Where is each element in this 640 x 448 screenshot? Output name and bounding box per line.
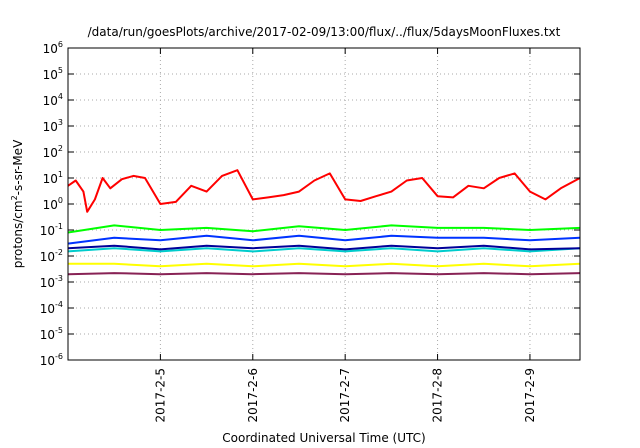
y-tick-base: 10 — [40, 224, 55, 238]
series-line — [67, 272, 581, 276]
y-tick-label: 100 — [43, 196, 63, 212]
y-tick-base: 10 — [40, 250, 55, 264]
y-tick-label: 10-5 — [40, 326, 63, 342]
grid-lines — [68, 48, 580, 360]
x-tick-label: 2017-2-8 — [431, 368, 445, 422]
y-axis-label-sup: 2 — [10, 195, 19, 200]
y-tick-exponent: -6 — [55, 352, 63, 361]
y-tick-exponent: -5 — [55, 326, 63, 335]
y-tick-exponent: -1 — [55, 222, 63, 231]
y-tick-exponent: 5 — [58, 66, 63, 75]
y-tick-label: 10-2 — [40, 248, 63, 264]
series-line — [68, 262, 581, 268]
x-axis: 2017-2-5 2017-2-6 2017-2-7 2017-2-8 2017-2-9 — [153, 48, 537, 422]
y-tick-base: 10 — [40, 302, 55, 316]
y-tick-base: 10 — [40, 328, 55, 342]
y-tick-exponent: -4 — [55, 300, 63, 309]
y-tick-label: 102 — [43, 144, 63, 160]
y-tick-base: 10 — [43, 172, 58, 186]
y-tick-label: 104 — [43, 92, 63, 108]
y-tick-exponent: 2 — [58, 144, 63, 153]
chart-title: /data/run/goesPlots/archive/2017-02-09/1… — [88, 25, 561, 39]
y-tick-base: 10 — [43, 68, 58, 82]
y-tick-exponent: 3 — [58, 118, 63, 127]
x-tick-label: 2017-2-5 — [153, 368, 167, 422]
y-tick-exponent: 6 — [58, 40, 63, 49]
y-tick-exponent: 0 — [58, 196, 63, 205]
y-axis-label: protons/cm2-s-sr-MeV — [10, 139, 25, 268]
y-tick-exponent: 1 — [58, 170, 63, 179]
series-line — [67, 244, 581, 251]
y-tick-label: 10-3 — [40, 274, 63, 290]
series-line — [67, 247, 581, 253]
x-tick-label: 2017-2-6 — [246, 368, 260, 422]
y-tick-exponent: 4 — [58, 92, 63, 101]
x-tick-label: 2017-2-7 — [338, 368, 352, 422]
y-tick-label: 103 — [43, 118, 63, 134]
y-tick-label: 101 — [43, 170, 63, 186]
y-tick-label: 10-4 — [40, 300, 63, 316]
y-tick-base: 10 — [43, 94, 58, 108]
series-line — [67, 224, 581, 234]
y-tick-exponent: -3 — [55, 274, 63, 283]
y-tick-exponent: -2 — [55, 248, 63, 257]
y-tick-label: 10-1 — [40, 222, 63, 238]
y-tick-base: 10 — [40, 354, 55, 368]
y-axis-label-rest: -s-sr-MeV — [11, 139, 25, 195]
y-axis: 10-610-510-410-310-210-11001011021031041… — [40, 40, 580, 368]
y-tick-base: 10 — [43, 198, 58, 212]
data-series — [67, 169, 581, 276]
y-tick-label: 10-6 — [40, 352, 63, 368]
x-axis-label: Coordinated Universal Time (UTC) — [222, 431, 425, 445]
y-tick-base: 10 — [43, 146, 58, 160]
y-tick-label: 106 — [43, 40, 63, 56]
series-line — [67, 169, 581, 213]
y-tick-base: 10 — [43, 120, 58, 134]
y-axis-label-main: protons/cm — [11, 200, 25, 268]
y-tick-base: 10 — [43, 42, 58, 56]
y-tick-base: 10 — [40, 276, 55, 290]
series-line — [67, 234, 581, 245]
y-tick-label: 105 — [43, 66, 63, 82]
x-tick-label: 2017-2-9 — [523, 368, 537, 422]
